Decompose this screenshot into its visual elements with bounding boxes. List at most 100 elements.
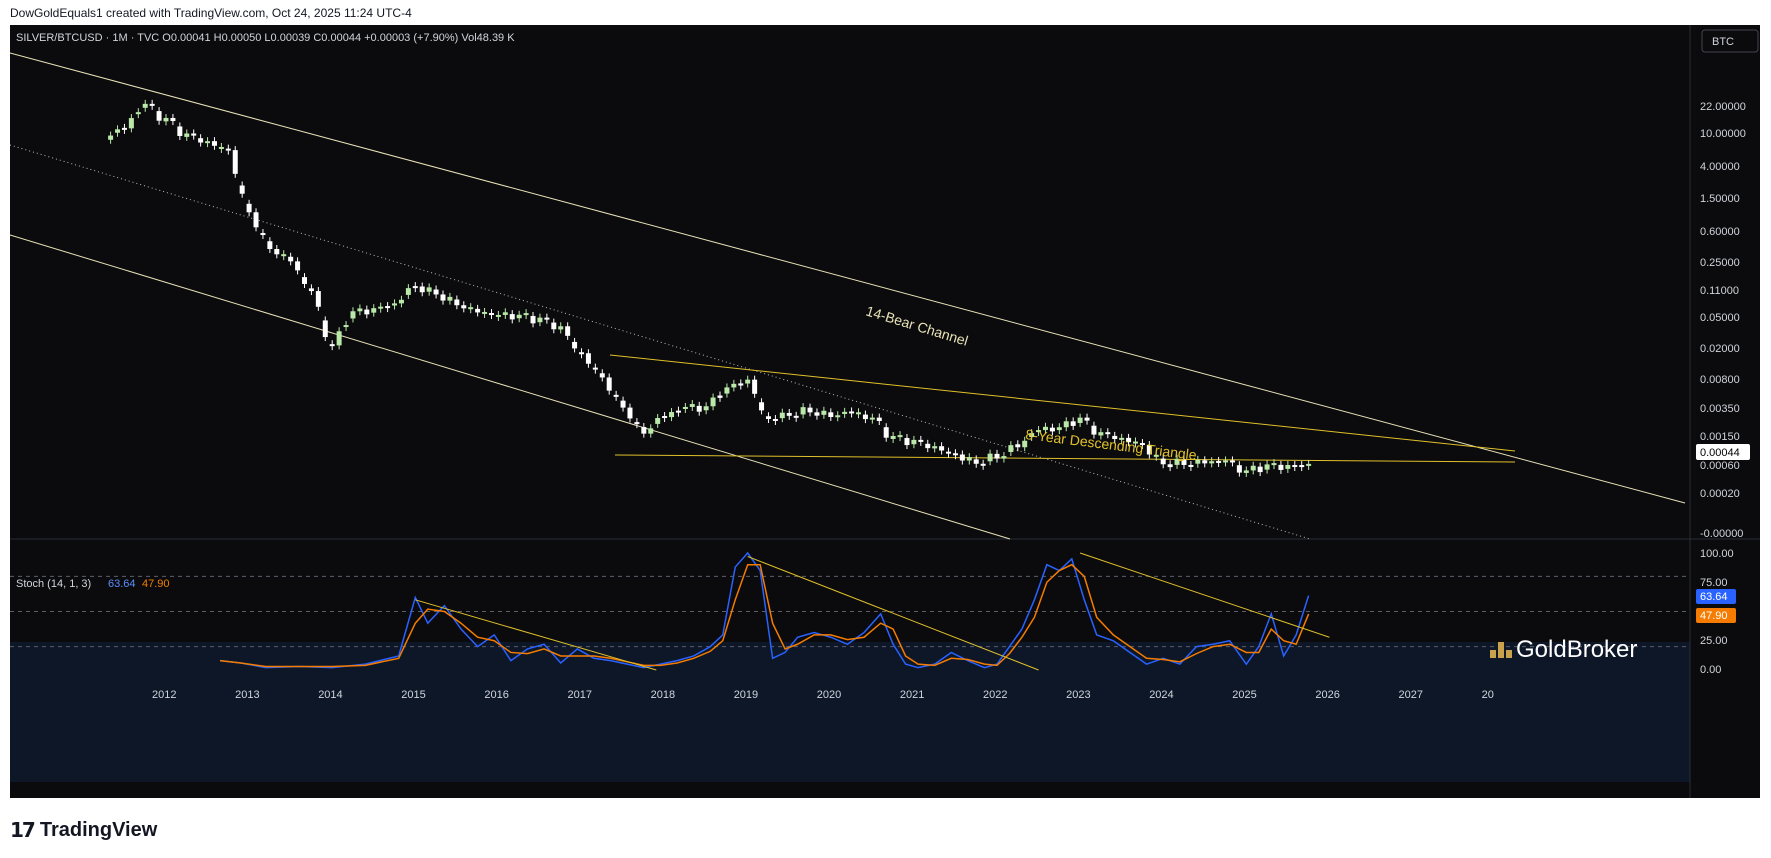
last-price-tag: 0.00044 — [1696, 444, 1750, 460]
candle-body — [135, 112, 141, 115]
stoch-axis-ticks: 100.00 75.00 25.00 0.00 — [10, 548, 1734, 676]
candle-body — [405, 288, 411, 295]
candle-body — [232, 150, 238, 174]
candle-body — [495, 314, 501, 317]
goldbroker-text: GoldBroker — [1516, 636, 1637, 663]
candle-body — [745, 379, 751, 384]
currency-button[interactable]: BTC — [1701, 29, 1759, 53]
candle-body — [779, 412, 785, 419]
candle-body — [274, 248, 280, 255]
currency-button-label[interactable]: BTC — [1712, 36, 1734, 48]
candle-body — [468, 307, 474, 310]
candle-body — [1042, 426, 1048, 431]
candle-body — [786, 412, 792, 416]
time-tick-label: 2027 — [1399, 689, 1423, 701]
stoch-k-value: 63.64 — [108, 578, 136, 590]
candle-body — [1257, 466, 1263, 473]
candle-body — [585, 353, 591, 364]
stoch-legend-label[interactable]: Stoch (14, 1, 3) — [16, 578, 91, 590]
candle-body — [1229, 460, 1235, 463]
stoch-trendline — [1079, 552, 1330, 638]
candle-body — [620, 400, 626, 408]
candle-body — [1098, 432, 1104, 436]
candle-body — [544, 317, 550, 320]
time-tick-label: 2021 — [900, 689, 924, 701]
candle-body — [772, 418, 778, 421]
candle-body — [1077, 417, 1083, 423]
candle-body — [482, 311, 488, 314]
candle-body — [1271, 463, 1277, 466]
candle-body — [1146, 445, 1152, 455]
candle-body — [343, 325, 349, 328]
tradingview-footer-logo[interactable]: 𝟭𝟳 TradingView — [10, 818, 157, 842]
candle-body — [398, 299, 404, 304]
goldbroker-watermark: GoldBroker — [1490, 636, 1637, 663]
candle-body — [433, 289, 439, 295]
time-tick-label: 2015 — [401, 689, 425, 701]
candle-body — [710, 397, 716, 407]
price-tick-label: 0.00020 — [1700, 488, 1740, 500]
candle-body — [599, 373, 605, 378]
candle-body — [1299, 465, 1305, 468]
candle-body — [509, 314, 515, 320]
symbol-legend[interactable]: SILVER/BTCUSD · 1M · TVC O0.00041 H0.000… — [16, 32, 515, 44]
stoch-tick-label: 25.00 — [1700, 635, 1728, 647]
time-tick-label: 2014 — [318, 689, 342, 701]
candle-body — [1285, 465, 1291, 469]
candle-body — [1049, 427, 1055, 432]
candle-body — [1250, 465, 1256, 471]
candle-body — [807, 407, 813, 413]
candle-body — [530, 315, 536, 324]
chart-frame[interactable]: 22.00000 10.00000 4.00000 1.50000 0.60000 0.2… — [10, 25, 1760, 798]
candle-body — [322, 320, 328, 338]
candle-body — [876, 417, 882, 421]
candle-body — [724, 387, 730, 394]
candle-body — [828, 412, 834, 417]
candle-body — [551, 322, 557, 330]
candle-body — [1119, 437, 1125, 440]
candle-body — [1022, 440, 1028, 448]
candle-body — [205, 141, 211, 144]
candle-body — [1126, 437, 1132, 443]
goldbroker-logo-icon — [1498, 642, 1504, 650]
candle-body — [821, 410, 827, 415]
time-tick-label: 2018 — [651, 689, 675, 701]
time-tick-label: 2020 — [817, 689, 841, 701]
candle-body — [738, 383, 744, 386]
price-tick-label: 0.00350 — [1700, 403, 1740, 415]
candle-body — [592, 367, 598, 370]
candle-body — [1008, 445, 1014, 452]
channel-upper-line — [10, 52, 1686, 504]
stoch-d-value: 47.90 — [142, 578, 170, 590]
candle-body — [793, 415, 799, 418]
candle-body — [260, 233, 266, 236]
candle-body — [1216, 460, 1222, 463]
candle-body — [939, 446, 945, 451]
candle-body — [925, 443, 931, 449]
time-tick-label: 2017 — [568, 689, 592, 701]
candle-series — [108, 99, 1312, 477]
time-tick-label: 2016 — [484, 689, 508, 701]
candle-body — [378, 306, 384, 309]
stoch-d-tag-value: 47.90 — [1700, 610, 1728, 622]
time-tick-label: 20 — [1482, 689, 1494, 701]
candle-body — [1070, 421, 1076, 426]
price-tick-label: 0.02000 — [1700, 343, 1740, 355]
triangle-upper-line — [609, 354, 1516, 452]
candle-body — [627, 407, 633, 419]
candle-body — [682, 406, 688, 409]
chart-canvas[interactable]: 22.00000 10.00000 4.00000 1.50000 0.60000 0.2… — [10, 25, 1760, 798]
candle-body — [1188, 464, 1194, 467]
candle-body — [703, 406, 709, 411]
time-tick-label: 2025 — [1232, 689, 1256, 701]
candle-body — [329, 344, 335, 347]
triangle-lower-line — [614, 454, 1516, 463]
candle-body — [1209, 461, 1215, 464]
candle-body — [932, 446, 938, 449]
candle-body — [350, 311, 356, 319]
candle-body — [675, 410, 681, 413]
candle-body — [1001, 456, 1007, 459]
time-tick-label: 2013 — [235, 689, 259, 701]
candle-body — [488, 313, 494, 316]
candle-body — [1084, 417, 1090, 421]
